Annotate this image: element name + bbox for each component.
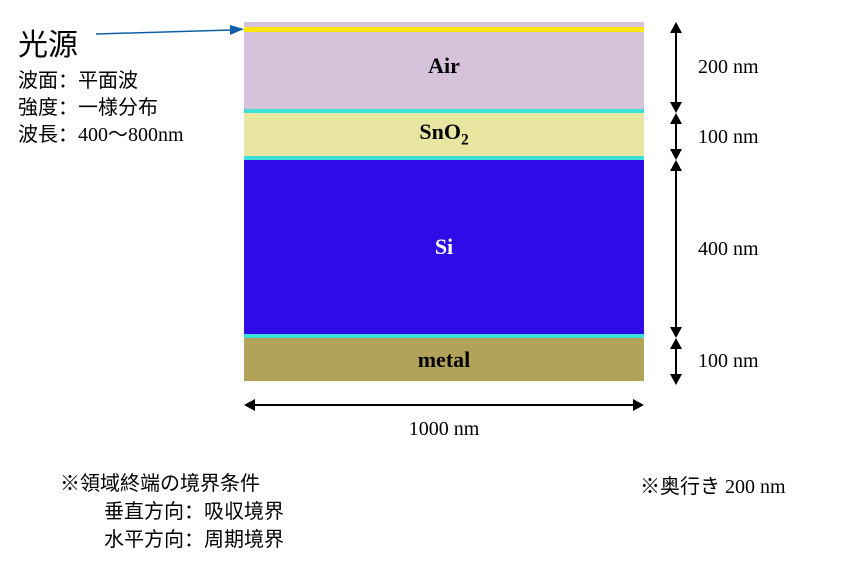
- layer-si-label: Si: [435, 234, 453, 260]
- dim-air-cap-bot: [670, 102, 682, 113]
- dim-sno2-label: 100 nm: [660, 126, 759, 149]
- layer-stack: Air SnO2 Si metal: [244, 22, 644, 381]
- width-label: 1000 nm: [244, 418, 644, 441]
- layer-metal: metal: [244, 338, 644, 381]
- dim-air-label: 200 nm: [660, 56, 759, 79]
- layer-sno2-label: SnO2: [419, 119, 468, 149]
- boundary-title: ※領域終端の境界条件: [60, 470, 284, 498]
- layer-air: Air: [244, 22, 644, 109]
- dim-sno2-cap-bot: [670, 149, 682, 160]
- dim-si-cap-bot: [670, 327, 682, 338]
- boundary-vertical: 垂直方向：吸収境界: [104, 498, 284, 526]
- spec-intensity: 強度：一様分布: [18, 95, 184, 122]
- spec-wavelength: 波長：400～800nm: [18, 122, 184, 149]
- layer-sno2: SnO2: [244, 113, 644, 156]
- boundary-conditions: ※領域終端の境界条件 垂直方向：吸収境界 水平方向：周期境界: [60, 470, 284, 554]
- boundary-horizontal: 水平方向：周期境界: [104, 526, 284, 554]
- layer-metal-label: metal: [418, 347, 471, 373]
- dim-metal-label: 100 nm: [660, 350, 759, 373]
- width-cap-right: [633, 399, 644, 411]
- dim-si-label: 400 nm: [660, 238, 759, 261]
- depth-note: ※奥行き 200 nm: [640, 470, 786, 499]
- dim-metal-cap-bot: [670, 374, 682, 385]
- spec-wavefront: 波面：平面波: [18, 68, 184, 95]
- width-bar: [254, 404, 634, 406]
- layer-si: Si: [244, 160, 644, 334]
- layer-air-label: Air: [428, 53, 460, 79]
- source-arrow: [96, 22, 244, 42]
- light-source-line: [244, 27, 644, 32]
